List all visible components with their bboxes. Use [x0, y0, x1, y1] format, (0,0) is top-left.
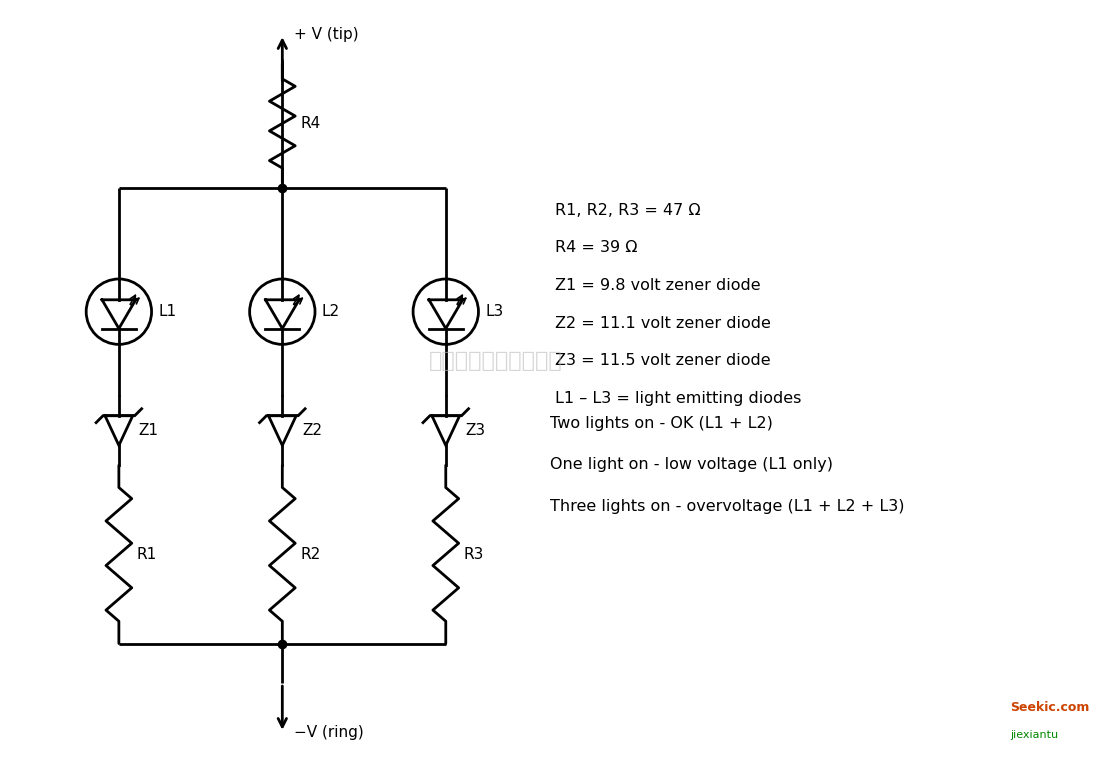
Text: 杭州将睹科技有限公司: 杭州将睹科技有限公司 [428, 351, 562, 372]
Text: R1, R2, R3 = 47 Ω: R1, R2, R3 = 47 Ω [555, 203, 700, 218]
Text: Z3: Z3 [466, 423, 486, 438]
Text: One light on - low voltage (L1 only): One light on - low voltage (L1 only) [550, 457, 833, 473]
Text: Z1: Z1 [138, 423, 158, 438]
Text: jiexiantu: jiexiantu [1011, 730, 1058, 740]
Text: R3: R3 [463, 547, 484, 562]
Text: L2: L2 [322, 304, 340, 319]
Text: Two lights on - OK (L1 + L2): Two lights on - OK (L1 + L2) [550, 416, 773, 430]
Text: R1: R1 [137, 547, 157, 562]
Text: R4: R4 [300, 116, 321, 131]
Text: Seekic.com: Seekic.com [1011, 702, 1089, 715]
Text: Z2: Z2 [302, 423, 322, 438]
Text: Three lights on - overvoltage (L1 + L2 + L3): Three lights on - overvoltage (L1 + L2 +… [550, 499, 905, 514]
Text: Z2 = 11.1 volt zener diode: Z2 = 11.1 volt zener diode [555, 316, 771, 331]
Text: R4 = 39 Ω: R4 = 39 Ω [555, 241, 637, 255]
Text: L1 – L3 = light emitting diodes: L1 – L3 = light emitting diodes [555, 391, 801, 406]
Text: Z3 = 11.5 volt zener diode: Z3 = 11.5 volt zener diode [555, 353, 771, 368]
Text: + V (tip): + V (tip) [294, 27, 358, 42]
Text: Z1 = 9.8 volt zener diode: Z1 = 9.8 volt zener diode [555, 278, 760, 293]
Text: R2: R2 [300, 547, 321, 562]
Text: −V (ring): −V (ring) [294, 725, 364, 740]
Text: L3: L3 [486, 304, 503, 319]
Text: L1: L1 [158, 304, 177, 319]
